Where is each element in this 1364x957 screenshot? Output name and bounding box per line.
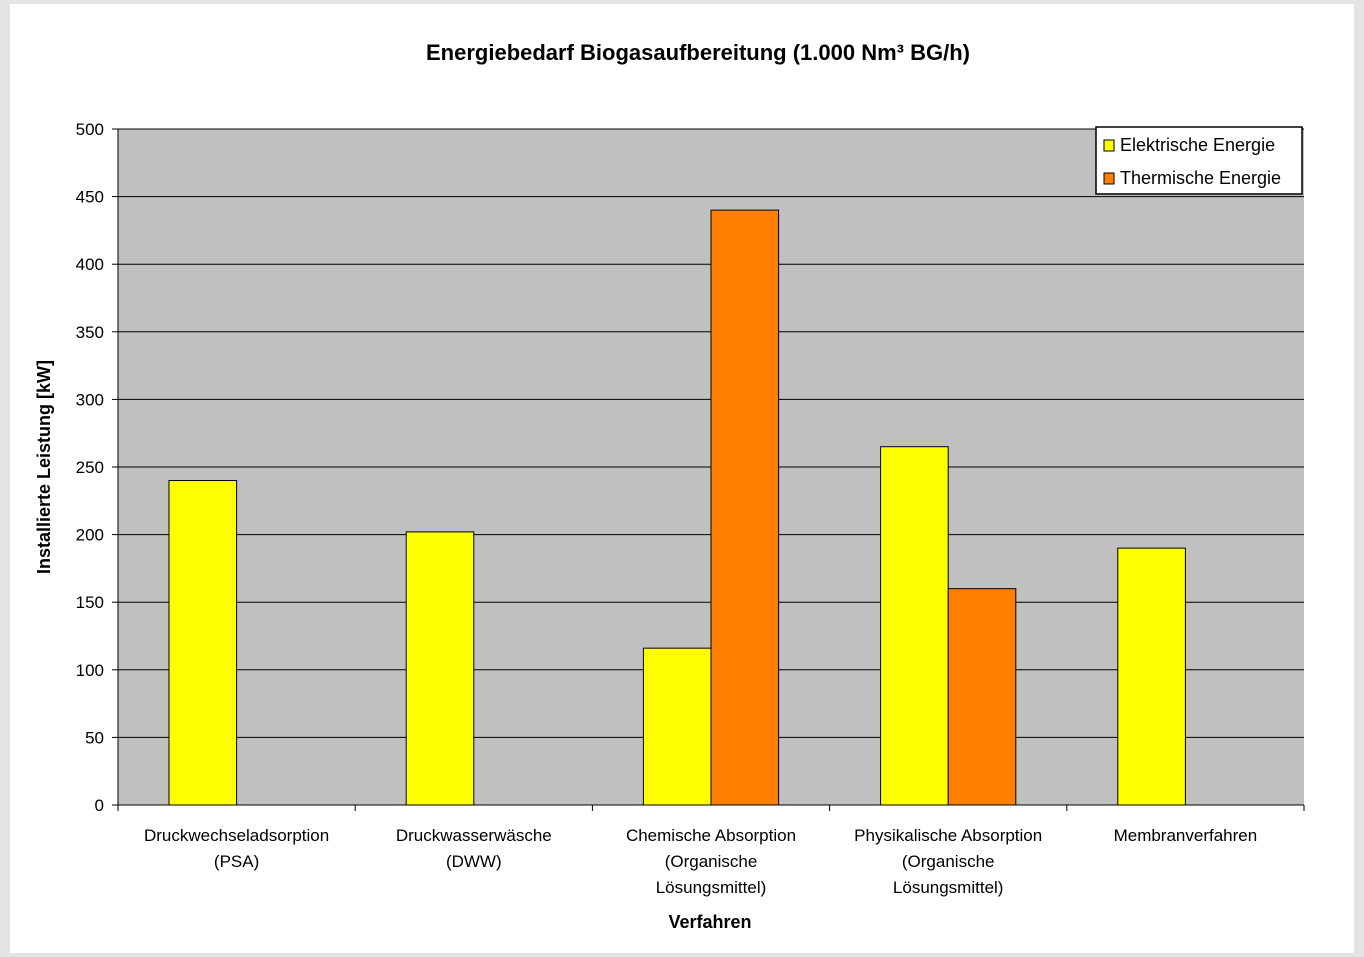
x-category-label: (Organische [902, 852, 995, 871]
y-tick-label: 400 [76, 255, 104, 274]
bar-elektrisch [880, 446, 949, 806]
y-tick-label: 450 [76, 188, 104, 207]
bar-elektrisch [168, 480, 238, 806]
y-tick-label: 50 [85, 728, 104, 747]
legend-box [1095, 126, 1303, 195]
y-axis-title: Installierte Leistung [kW] [34, 360, 54, 574]
x-category-label: Membranverfahren [1114, 826, 1258, 845]
chart-frame: Energiebedarf Biogasaufbereitung (1.000 … [10, 4, 1354, 953]
bar-thermisch [947, 588, 1017, 806]
legend-swatch [1103, 139, 1115, 152]
x-category-label: Lösungsmittel) [656, 878, 767, 897]
bar-elektrisch [642, 647, 712, 806]
y-tick-label: 0 [95, 796, 104, 815]
x-category-label: (Organische [665, 852, 758, 871]
x-category-label: (PSA) [214, 852, 259, 871]
y-tick-label: 150 [76, 593, 104, 612]
x-category-labels: Druckwechseladsorption (PSA) Druckwasserwä… [144, 826, 1257, 897]
axes [112, 128, 1305, 811]
bar-thermisch [710, 209, 780, 806]
x-category-label: (DWW) [446, 852, 502, 871]
chart-title: Energiebedarf Biogasaufbereitung (1.000 … [426, 40, 970, 65]
y-tick-label: 200 [76, 526, 104, 545]
x-category-label: Chemische Absorption [626, 826, 796, 845]
y-tick-label: 500 [76, 120, 104, 139]
x-axis-title: Verfahren [668, 912, 751, 932]
x-category-label: Lösungsmittel) [893, 878, 1004, 897]
legend: Elektrische Energie Thermische Energie [1095, 126, 1303, 195]
legend-label: Thermische Energie [1120, 168, 1281, 188]
bar-elektrisch [1117, 547, 1186, 806]
legend-label: Elektrische Energie [1120, 135, 1275, 155]
y-tick-label: 350 [76, 323, 104, 342]
bar-chart: Energiebedarf Biogasaufbereitung (1.000 … [34, 40, 1305, 932]
bars [168, 209, 1186, 806]
x-category-label: Druckwasserwäsche [396, 826, 552, 845]
legend-swatch [1103, 172, 1115, 185]
bar-elektrisch [405, 531, 475, 806]
y-tick-labels: 0 50 100 150 200 250 300 350 400 450 500 [76, 120, 104, 815]
y-tick-label: 300 [76, 390, 104, 409]
x-category-label: Druckwechseladsorption [144, 826, 329, 845]
y-tick-label: 250 [76, 458, 104, 477]
x-category-label: Physikalische Absorption [854, 826, 1042, 845]
y-tick-label: 100 [76, 661, 104, 680]
